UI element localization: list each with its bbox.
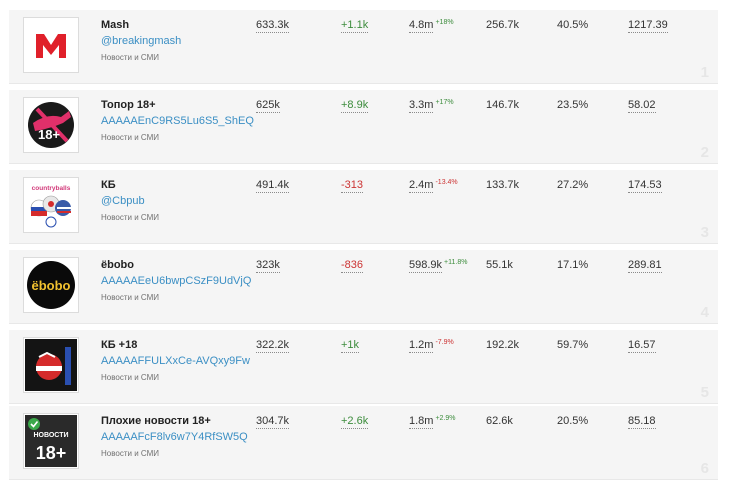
err-value: 17.1% [557, 259, 589, 271]
channel-handle-link[interactable]: AAAAAFcF8lv6w7Y4RfSW5Q [101, 431, 248, 443]
channel-category: Новости и СМИ [101, 373, 159, 382]
reach-change: +18% [435, 19, 454, 26]
mash-logo-icon[interactable] [23, 17, 79, 73]
cpm-value: 1217.39 [628, 19, 668, 33]
subscribers-delta: +1.1k [341, 19, 369, 33]
logo-text: НОВОСТИ [33, 432, 68, 439]
channel-name[interactable]: Плохие новости 18+ [101, 415, 211, 427]
channel-category: Новости и СМИ [101, 133, 159, 142]
rank-number: 5 [700, 384, 709, 401]
err-value: 23.5% [557, 99, 589, 111]
avg-views: 146.7k [486, 99, 520, 111]
cpm-value: 174.53 [628, 179, 662, 193]
rank-number: 2 [700, 144, 709, 161]
rank-number: 1 [700, 64, 709, 81]
channel-category: Новости и СМИ [101, 293, 159, 302]
reach-change: +17% [435, 99, 454, 106]
channel-category: Новости и СМИ [101, 213, 159, 222]
subscribers-delta: +1k [341, 339, 360, 353]
reach-value: 598.9k [409, 259, 443, 273]
countryballs-logo-icon[interactable]: countryballs [23, 177, 79, 233]
channel-row[interactable]: ёbobo ёbobo AAAAAEeU6bwpCSzF9UdVjQ Новос… [9, 250, 718, 324]
cpm-value: 58.02 [628, 99, 656, 113]
ebobo-logo-icon[interactable]: ёbobo [23, 257, 79, 313]
subscribers-count: 322.2k [256, 339, 290, 353]
kb18-logo-icon[interactable] [23, 337, 79, 393]
reach-change: +11.8% [444, 259, 468, 266]
reach-value: 4.8m [409, 19, 434, 33]
cpm-value: 289.81 [628, 259, 662, 273]
rank-number: 4 [700, 304, 709, 321]
channel-handle-link[interactable]: @Cbpub [101, 195, 145, 207]
subscribers-count: 491.4k [256, 179, 290, 193]
channel-category: Новости и СМИ [101, 53, 159, 62]
reach-change: -7.9% [435, 339, 454, 346]
channel-handle-link[interactable]: AAAAAEeU6bwpCSzF9UdVjQ [101, 275, 252, 287]
reach-change: -13.4% [435, 179, 458, 186]
channel-name[interactable]: КБ [101, 179, 116, 191]
subscribers-count: 304.7k [256, 415, 290, 429]
subscribers-delta: +2.6k [341, 415, 369, 429]
avg-views: 55.1k [486, 259, 513, 271]
err-value: 27.2% [557, 179, 589, 191]
subscribers-count: 323k [256, 259, 280, 273]
rank-number: 6 [700, 460, 709, 477]
reach-value: 2.4m [409, 179, 434, 193]
avg-views: 192.2k [486, 339, 520, 351]
channel-handle-link[interactable]: @breakingmash [101, 35, 182, 47]
avg-views: 256.7k [486, 19, 520, 31]
cpm-value: 16.57 [628, 339, 656, 353]
reach-value: 1.8m [409, 415, 434, 429]
channel-name[interactable]: Mash [101, 19, 130, 31]
channel-handle-link[interactable]: AAAAAFFULXxCe-AVQxy9Fw [101, 355, 250, 367]
logo-text: countryballs [32, 185, 71, 192]
reach-value: 1.2m [409, 339, 434, 353]
avg-views: 62.6k [486, 415, 513, 427]
cpm-value: 85.18 [628, 415, 656, 429]
logo-text: 18+ [38, 127, 60, 142]
avg-views: 133.7k [486, 179, 520, 191]
topor-logo-icon[interactable]: 18+ [23, 97, 79, 153]
channel-row[interactable]: 18+ Топор 18+ AAAAAEnC9RS5Lu6S5_ShEQ Нов… [9, 90, 718, 164]
rank-number: 3 [700, 224, 709, 241]
reach-value: 3.3m [409, 99, 434, 113]
subscribers-delta: -836 [341, 259, 364, 273]
subscribers-count: 625k [256, 99, 280, 113]
subscribers-count: 633.3k [256, 19, 290, 33]
channel-row[interactable]: Mash @breakingmash Новости и СМИ 633.3k … [9, 10, 718, 84]
err-value: 59.7% [557, 339, 589, 351]
channel-name[interactable]: Топор 18+ [101, 99, 156, 111]
channel-row[interactable]: НОВОСТИ 18+ Плохие новости 18+ AAAAAFcF8… [9, 406, 718, 480]
err-value: 40.5% [557, 19, 589, 31]
channel-category: Новости и СМИ [101, 449, 159, 458]
logo-text-2: 18+ [36, 443, 67, 463]
channel-name[interactable]: КБ +18 [101, 339, 138, 351]
subscribers-delta: -313 [341, 179, 364, 193]
subscribers-delta: +8.9k [341, 99, 369, 113]
err-value: 20.5% [557, 415, 589, 427]
logo-text: ёbobo [32, 278, 71, 293]
reach-change: +2.9% [435, 415, 456, 422]
bad-news-logo-icon[interactable]: НОВОСТИ 18+ [23, 413, 79, 469]
channel-row[interactable]: countryballs КБ @Cbpub Новости и СМИ 491… [9, 170, 718, 244]
channel-name[interactable]: ёbobo [101, 259, 134, 271]
channel-handle-link[interactable]: AAAAAEnC9RS5Lu6S5_ShEQ [101, 115, 254, 127]
channel-row[interactable]: КБ +18 AAAAAFFULXxCe-AVQxy9Fw Новости и … [9, 330, 718, 404]
